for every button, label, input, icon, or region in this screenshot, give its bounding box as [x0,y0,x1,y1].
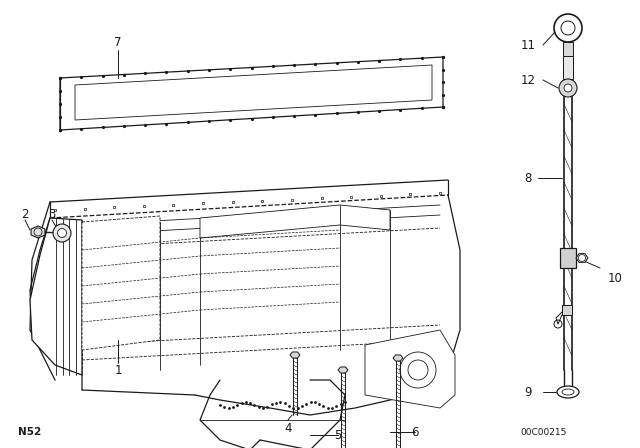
Text: 5: 5 [334,428,342,441]
Polygon shape [576,254,588,263]
Text: 00C00215: 00C00215 [520,427,566,436]
Polygon shape [31,226,45,238]
Circle shape [53,224,71,242]
Polygon shape [338,367,348,373]
Text: 10: 10 [607,271,623,284]
Polygon shape [563,56,573,79]
Polygon shape [60,57,443,130]
Text: N52: N52 [18,427,41,437]
Text: 3: 3 [48,207,56,220]
Polygon shape [30,218,82,375]
Polygon shape [560,248,576,268]
Text: 11: 11 [520,39,536,52]
Polygon shape [562,305,572,315]
Text: 8: 8 [524,172,532,185]
Polygon shape [365,330,455,408]
Text: 1: 1 [115,363,122,376]
Polygon shape [82,216,160,350]
Text: 12: 12 [520,73,536,86]
Text: 7: 7 [115,35,122,48]
Text: 9: 9 [524,385,532,399]
Text: 4: 4 [284,422,292,435]
Polygon shape [393,355,403,361]
Polygon shape [563,42,573,56]
Text: 6: 6 [412,426,419,439]
Ellipse shape [562,389,574,395]
Text: 2: 2 [21,207,29,220]
Polygon shape [75,65,432,120]
Polygon shape [290,352,300,358]
Ellipse shape [557,386,579,398]
Circle shape [564,84,572,92]
Circle shape [579,254,586,262]
Circle shape [58,228,67,237]
Circle shape [559,79,577,97]
Polygon shape [200,205,390,238]
